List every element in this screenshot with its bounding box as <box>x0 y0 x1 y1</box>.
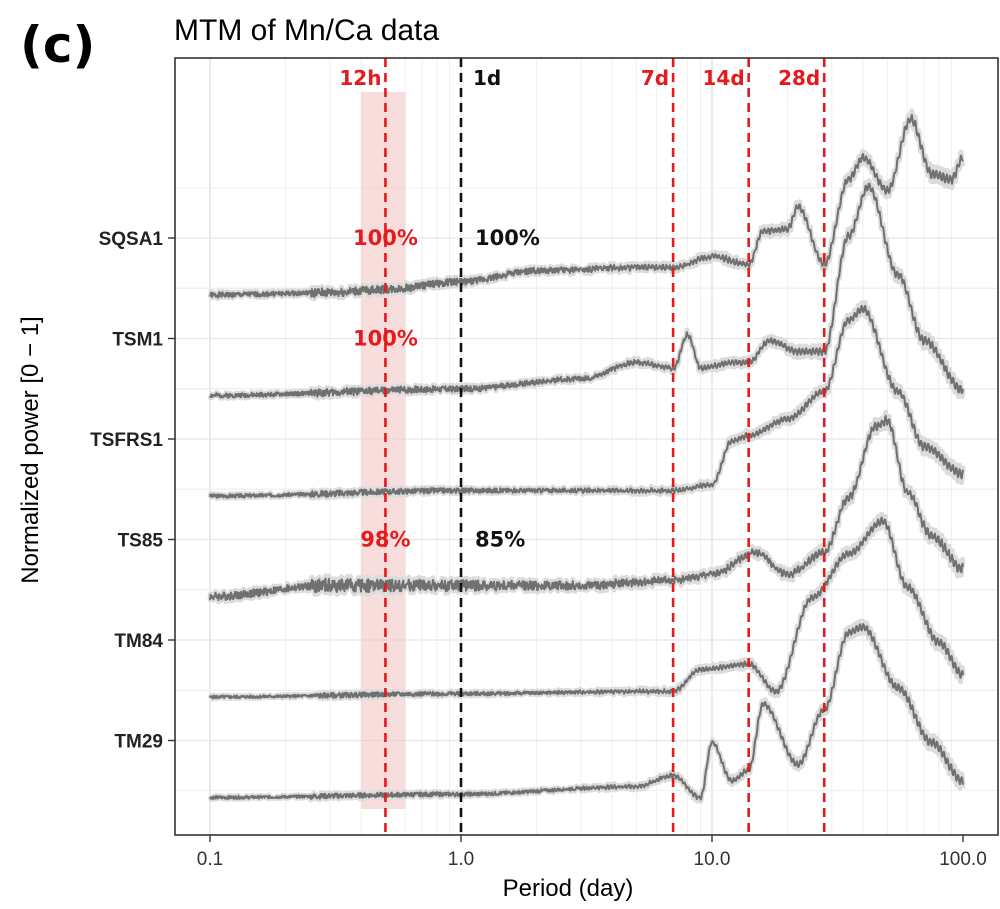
reference-line-label: 1d <box>473 66 501 90</box>
series-line <box>209 623 964 801</box>
x-tick-label: 10.0 <box>694 849 731 870</box>
series-line <box>209 304 964 499</box>
series-line <box>209 113 964 299</box>
series-line <box>209 415 964 602</box>
y-tick-label: TS85 <box>118 531 164 552</box>
y-tick-label: SQSA1 <box>99 229 164 250</box>
series-smooth-band <box>207 409 966 605</box>
significance-label: 85% <box>475 528 525 552</box>
annotations: 100% 100% 100% 98% 85% <box>353 226 540 552</box>
series-line <box>209 182 964 399</box>
chart-title: MTM of Mn/Ca data <box>174 14 439 47</box>
x-axis-title: Period (day) <box>503 875 634 902</box>
shaded-band-12h <box>361 92 406 809</box>
reference-line-label: 28d <box>778 66 820 90</box>
panel-border <box>174 57 999 836</box>
reference-lines: 12h 1d 7d 14d 28d <box>339 58 826 835</box>
series-smooth-band <box>207 618 966 804</box>
x-tick-label: 100.0 <box>939 849 987 870</box>
panel-label: (c) <box>20 16 95 74</box>
y-tick-label: TM29 <box>114 732 163 753</box>
significance-label: 100% <box>353 226 418 250</box>
series-smooth-band <box>207 300 966 501</box>
series-smooth-band <box>207 511 966 702</box>
x-tick-label: 1.0 <box>448 849 474 870</box>
significance-label: 98% <box>360 528 410 552</box>
y-axis: SQSA1 TSM1 TSFRS1 TS85 TM84 TM29 <box>90 229 175 753</box>
reference-line-label: 7d <box>641 66 669 90</box>
significance-label: 100% <box>475 226 540 250</box>
y-axis-title: Normalized power [0 − 1] <box>17 316 44 583</box>
series-group <box>207 108 966 804</box>
series-line <box>209 516 964 700</box>
significance-label: 100% <box>353 327 418 351</box>
plot-area: 12h 1d 7d 14d 28d 100% 100% 100% 98% 85% 0.1 1.0 10.… <box>90 57 999 870</box>
reference-line-label: 12h <box>339 66 381 90</box>
y-tick-label: TSM1 <box>112 330 163 351</box>
x-tick-label: 0.1 <box>197 849 223 870</box>
y-tick-label: TM84 <box>114 631 163 652</box>
x-axis: 0.1 1.0 10.0 100.0 <box>197 835 987 870</box>
y-tick-label: TSFRS1 <box>90 430 163 451</box>
reference-line-label: 14d <box>703 66 745 90</box>
